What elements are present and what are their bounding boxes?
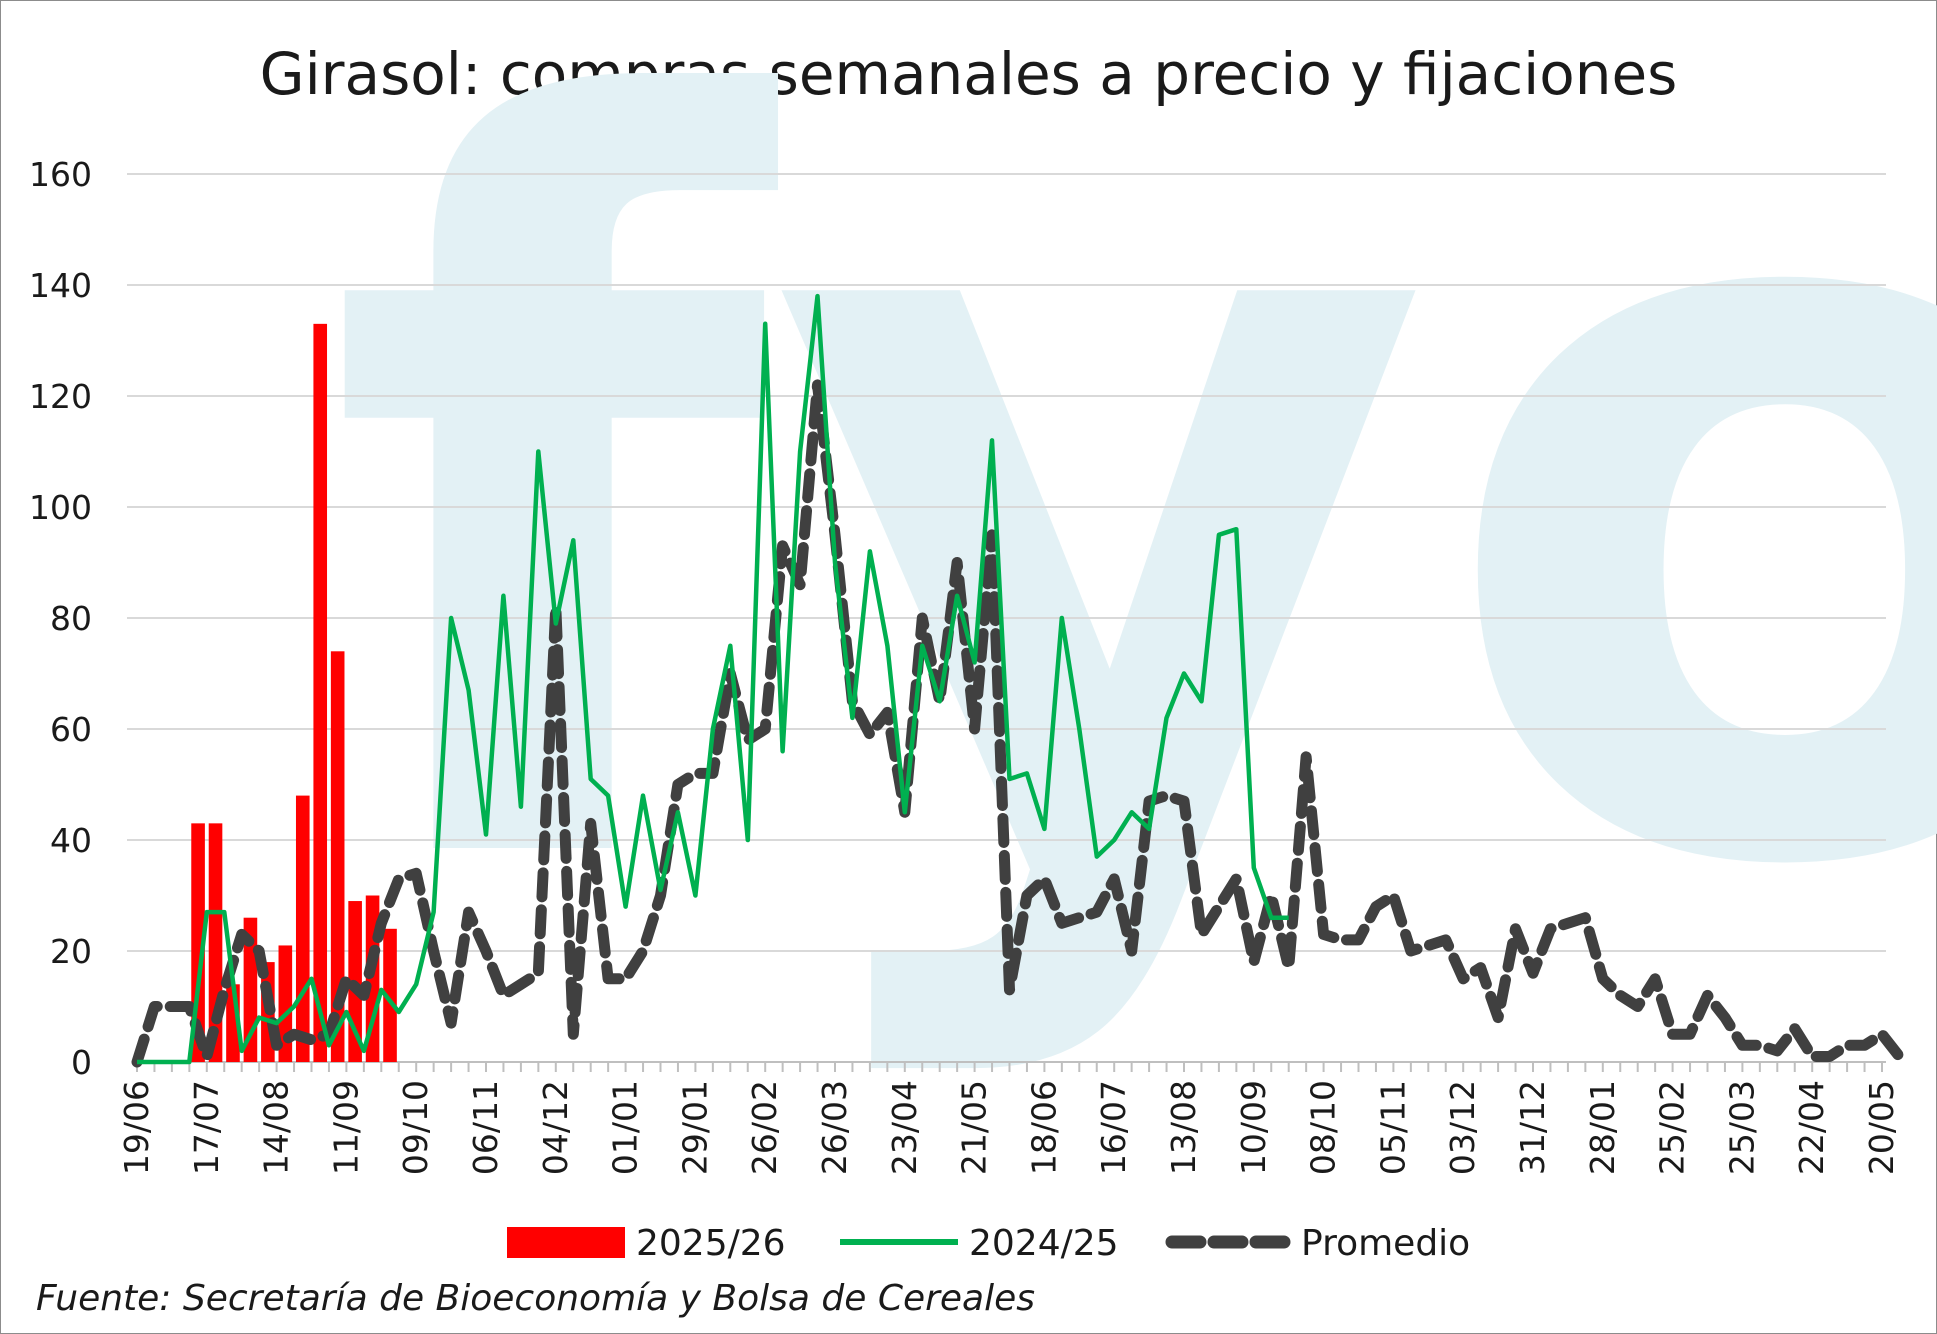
y-tick-label-60: 60 (50, 710, 92, 749)
x-tick-label: 20/05 (1862, 1080, 1901, 1175)
watermark-logo: fyo (325, 0, 1937, 1089)
line-2024-25 (137, 293, 1289, 1065)
x-tick-label: 22/04 (1792, 1080, 1831, 1175)
x-tick-label: 04/12 (536, 1080, 575, 1175)
x-tick-label: 06/11 (466, 1080, 505, 1175)
y-tick-label-120: 120 (29, 377, 92, 416)
legend: 2025/26 2024/25 Promedio (507, 1223, 1470, 1264)
series-2024-25 (137, 293, 1289, 1065)
y-tick-label-40: 40 (50, 821, 92, 860)
x-tick-label: 19/06 (117, 1080, 156, 1175)
x-tick-label: 17/07 (187, 1080, 226, 1175)
y-tick-label-140: 140 (29, 266, 92, 305)
x-tick-label: 21/05 (955, 1080, 994, 1175)
x-tick-label: 23/04 (885, 1080, 924, 1175)
series-promedio (131, 379, 1905, 1068)
bar-2025-26 (383, 928, 397, 1062)
x-tick-label: 31/12 (1513, 1080, 1552, 1175)
x-tick-label: 29/01 (675, 1080, 714, 1175)
x-tick-label: 01/01 (606, 1080, 645, 1175)
bar-2025-26 (330, 651, 345, 1062)
source-note: Fuente: Secretaría de Bioeconomía y Bols… (36, 1278, 1036, 1319)
bar-2025-26 (313, 323, 328, 1063)
chart-title: Girasol: compras semanales a precio y fi… (259, 40, 1678, 108)
x-tick-label: 08/10 (1304, 1080, 1343, 1175)
x-tick-label: 11/09 (326, 1080, 365, 1175)
legend-swatch-2025-26 (507, 1227, 625, 1258)
x-tick-label: 18/06 (1024, 1080, 1063, 1175)
x-tick-label: 16/07 (1094, 1080, 1133, 1175)
x-tick-label: 26/03 (815, 1080, 854, 1175)
legend-label-2025-26: 2025/26 (636, 1223, 786, 1264)
x-tick-label: 10/09 (1234, 1080, 1273, 1175)
x-tick-label: 25/02 (1653, 1080, 1692, 1175)
x-tick-label: 13/08 (1164, 1080, 1203, 1175)
x-tick-label: 09/10 (396, 1080, 435, 1175)
x-tick-label: 05/11 (1373, 1080, 1412, 1175)
legend-label-2024-25: 2024/25 (969, 1223, 1119, 1264)
x-tick-label: 28/01 (1583, 1080, 1622, 1175)
bar-2025-26 (295, 795, 310, 1062)
line-promedio (131, 379, 1905, 1068)
x-tick-label: 14/08 (257, 1080, 296, 1175)
x-tick-label: 25/03 (1722, 1080, 1761, 1175)
x-axis: 19/06 17/07 14/08 11/09 09/10 06/11 04/12 01/01… (117, 1061, 1901, 1175)
y-tick-label-100: 100 (29, 488, 92, 527)
x-tick-label: 26/02 (745, 1080, 784, 1175)
y-tick-label-20: 20 (50, 932, 92, 971)
y-tick-label-0: 0 (71, 1043, 92, 1082)
y-tick-label-160: 160 (29, 155, 92, 194)
y-tick-label-80: 80 (50, 599, 92, 638)
y-axis: 0 20 40 60 80 100 120 140 160 (29, 155, 92, 1082)
legend-label-promedio: Promedio (1301, 1223, 1470, 1264)
x-tick-label: 03/12 (1443, 1080, 1482, 1175)
bar-2025-26 (208, 823, 223, 1062)
